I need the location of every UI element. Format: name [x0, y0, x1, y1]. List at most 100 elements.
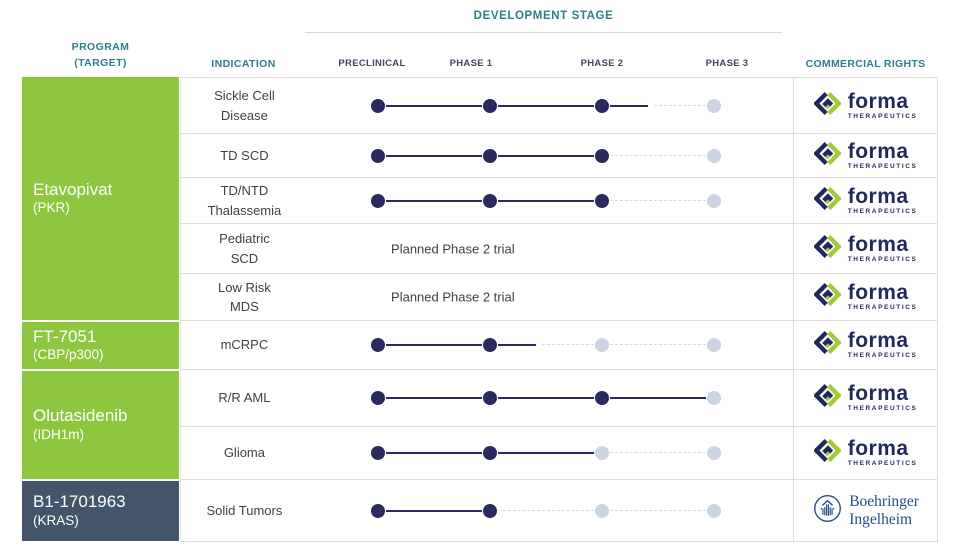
indication-text: Disease [220, 107, 268, 123]
table-body: Sickle Cell Disease forma THERAPEUTICS TD… [180, 77, 938, 542]
program-block-b1-1701963: B1-1701963 (KRAS) [22, 481, 179, 541]
forma-logo-icon [812, 382, 842, 414]
boehringer-line1: Boehringer [849, 493, 919, 511]
phase-dot-dark [370, 148, 385, 163]
forma-therapeutics-label: THERAPEUTICS [847, 112, 918, 120]
track-segment-solid [609, 104, 648, 107]
program-name: B1-1701963 [33, 492, 126, 512]
phase-dot-dark [594, 193, 609, 208]
phase-dot-light [706, 148, 721, 163]
commercial-rights-header: COMMERCIAL RIGHTS [805, 58, 926, 70]
track-segment-dashed [609, 344, 706, 345]
forma-wordmark: forma [847, 382, 909, 406]
forma-therapeutics-logo: forma THERAPEUTICS [812, 139, 918, 172]
table-row: Sickle Cell Disease forma THERAPEUTICS [180, 78, 938, 134]
forma-wordmark: forma [847, 232, 909, 256]
forma-logo-icon [812, 329, 842, 361]
table-row: mCRPC forma THERAPEUTICS [180, 321, 938, 370]
phase-dot-light [706, 98, 721, 113]
indication-text: TD/NTD [220, 183, 269, 198]
commercial-cell: forma THERAPEUTICS [793, 321, 938, 369]
program-block-ft7051: FT-7051 (CBP/p300) [22, 322, 179, 369]
phase-dot-light [706, 391, 721, 405]
forma-therapeutics-logo: forma THERAPEUTICS [812, 437, 918, 469]
forma-logo-icon [812, 281, 842, 313]
phase-dot-dark [594, 391, 609, 405]
track-segment-dashed [541, 344, 594, 345]
phase-dot-dark [482, 148, 497, 163]
phase-dot-light [706, 338, 721, 352]
indication-text: MDS [229, 299, 259, 314]
phase-dot-light [594, 446, 609, 460]
indication-cell: mCRPC [181, 321, 308, 369]
phase-track [308, 370, 793, 426]
indication-cell: Low Risk MDS [181, 274, 308, 320]
commercial-cell: forma THERAPEUTICS [793, 178, 938, 223]
table-row: Pediatric SCD Planned Phase 2 trial forma … [180, 224, 938, 274]
phase-dot-dark [482, 338, 497, 352]
phase-header-phase1: PHASE 1 [449, 58, 493, 69]
track-segment-solid [497, 344, 536, 346]
table-row: R/R AML forma THERAPEUTICS [180, 370, 938, 427]
forma-therapeutics-logo: forma THERAPEUTICS [812, 90, 918, 122]
commercial-cell: forma THERAPEUTICS [793, 78, 938, 133]
indication-text: R/R AML [218, 390, 271, 406]
phase-dot-dark [370, 446, 385, 460]
phase-header-phase3: PHASE 3 [705, 58, 749, 69]
track-segment-dashed [609, 199, 706, 201]
program-target: (IDH1m) [33, 426, 84, 442]
forma-therapeutics-logo: forma THERAPEUTICS [812, 329, 918, 361]
forma-logo-icon [812, 233, 842, 265]
forma-therapeutics-label: THERAPEUTICS [847, 352, 918, 360]
commercial-cell: Boehringer Ingelheim [793, 480, 938, 541]
commercial-cell: forma THERAPEUTICS [793, 224, 938, 273]
forma-logo-text: forma THERAPEUTICS [848, 438, 918, 468]
forma-wordmark: forma [847, 139, 909, 163]
indication-cell: TD/NTD Thalassemia [181, 178, 308, 223]
forma-wordmark: forma [847, 437, 909, 461]
indication-text: Solid Tumors [206, 502, 283, 518]
program-target: (PKR) [33, 200, 70, 216]
program-target-header: PROGRAM (TARGET) [22, 40, 179, 72]
forma-logo-icon [812, 140, 842, 172]
forma-wordmark: forma [847, 329, 909, 353]
forma-therapeutics-label: THERAPEUTICS [847, 207, 918, 215]
phase-track: Planned Phase 2 trial [308, 224, 793, 273]
track-segment-solid [385, 397, 482, 399]
forma-logo-icon [812, 437, 842, 469]
forma-therapeutics-logo: forma THERAPEUTICS [812, 281, 918, 313]
track-segment-solid [385, 199, 482, 202]
table-row: TD/NTD Thalassemia forma THERAPEUTICS [180, 178, 938, 224]
indication-header: INDICATION [211, 58, 276, 70]
phase-dot-dark [370, 391, 385, 405]
table-row: Low Risk MDS Planned Phase 2 trial forma T… [180, 274, 938, 321]
forma-therapeutics-label: THERAPEUTICS [847, 255, 918, 263]
indication-text: Pediatric [219, 231, 270, 246]
program-block-etavopivat: Etavopivat (PKR) [22, 77, 179, 320]
track-segment-solid [497, 397, 594, 399]
phase-dot-dark [482, 391, 497, 405]
forma-logo-text: forma THERAPEUTICS [848, 91, 918, 121]
track-segment-solid [385, 509, 482, 512]
table-row: TD SCD forma THERAPEUTICS [180, 134, 938, 178]
track-segment-dashed [653, 104, 706, 106]
development-stage-underline [305, 32, 782, 33]
track-segment-solid [497, 154, 594, 157]
commercial-cell: forma THERAPEUTICS [793, 427, 938, 479]
track-segment-dashed [609, 452, 706, 453]
track-segment-solid [497, 199, 594, 202]
forma-logo-text: forma THERAPEUTICS [848, 186, 918, 216]
phase-dot-light [594, 338, 609, 352]
forma-therapeutics-label: THERAPEUTICS [847, 460, 918, 468]
forma-logo-text: forma THERAPEUTICS [848, 330, 918, 360]
phase-dot-dark [482, 98, 497, 113]
track-segment-dashed [609, 154, 706, 156]
program-block-olutasidenib: Olutasidenib (IDH1m) [22, 371, 179, 479]
indication-text: SCD [230, 250, 259, 266]
phase-track [308, 78, 793, 133]
forma-therapeutics-label: THERAPEUTICS [847, 304, 918, 312]
phase-dot-dark [482, 446, 497, 460]
boehringer-line2: Ingelheim [849, 510, 913, 528]
track-segment-solid [497, 104, 594, 107]
indication-text: Glioma [223, 445, 265, 461]
